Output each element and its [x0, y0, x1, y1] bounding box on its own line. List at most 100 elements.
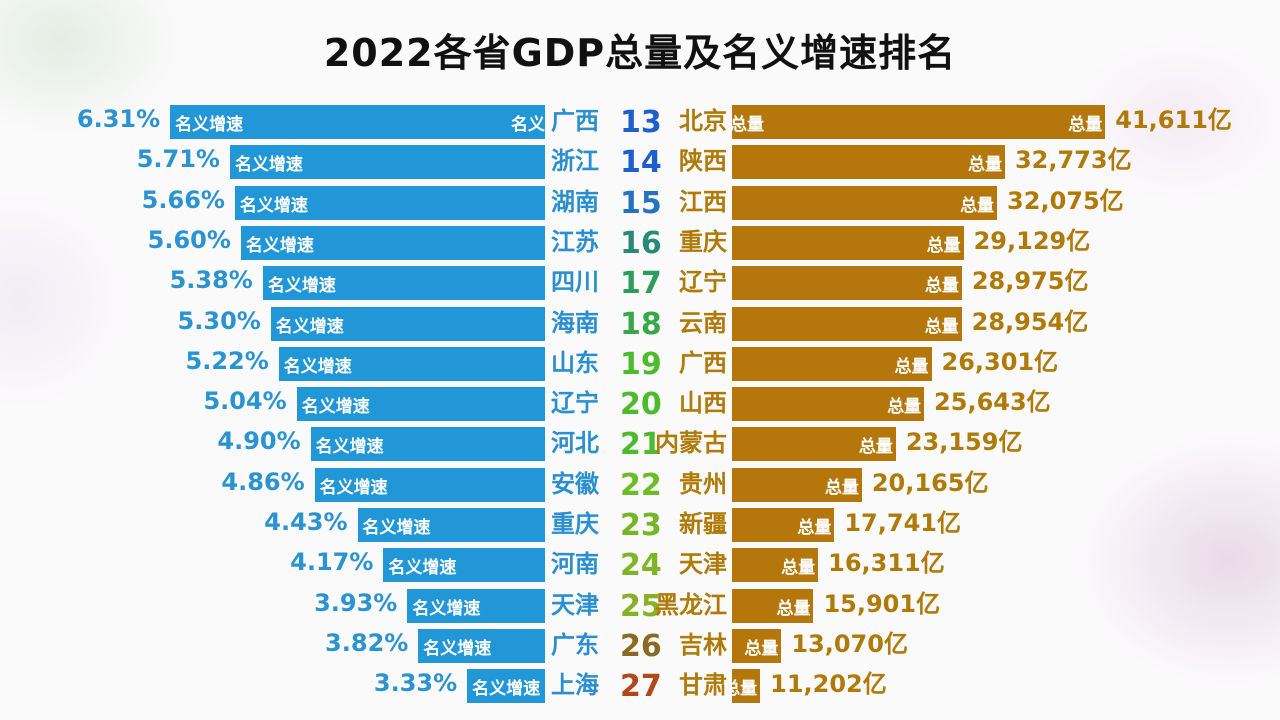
gdp-bar: [732, 346, 932, 381]
rank-label: 13: [620, 105, 662, 140]
rank-label: 25: [620, 588, 662, 624]
gdp-province-label: 广西: [679, 348, 727, 377]
gdp-value-label: 15,901亿: [823, 589, 941, 618]
gdp-value-label: 26,301亿: [941, 347, 1059, 376]
gdp-bar: [732, 588, 814, 623]
gdp-bar-label: 总量: [926, 235, 961, 256]
rank-label: 27: [620, 669, 662, 705]
rank-label: 19: [620, 346, 662, 382]
growth-bar-label: 名义增速: [234, 155, 303, 176]
gdp-bar: [732, 185, 998, 220]
growth-bar-label: 名义增速: [239, 195, 308, 216]
growth-value-label: 3.93%: [314, 588, 398, 617]
gdp-bar-label: 总量: [781, 558, 816, 579]
rank-label: 17: [620, 266, 662, 302]
gdp-province-label: 重庆: [679, 227, 727, 256]
growth-province-label: 江苏: [551, 227, 599, 256]
gdp-province-label: 天津: [679, 550, 727, 579]
growth-value-label: 5.60%: [147, 225, 231, 254]
growth-province-label: 辽宁: [551, 389, 599, 418]
gdp-value-label: 16,311亿: [828, 549, 945, 578]
growth-value-label: 5.04%: [203, 387, 287, 416]
growth-province-label: 浙江: [551, 147, 599, 176]
gdp-bar: [732, 508, 835, 542]
gdp-bar-label: 总量: [887, 397, 922, 418]
growth-bar-label: 名义增速: [283, 356, 352, 377]
growth-bar-label: 名义增速: [362, 518, 431, 538]
gdp-bar: [732, 306, 962, 341]
growth-value-label: 6.31%: [76, 105, 161, 133]
growth-value-label: 5.30%: [177, 306, 261, 335]
gdp-value-label: 28,975亿: [971, 267, 1089, 296]
growth-bar: [467, 669, 545, 704]
gdp-province-label: 黑龙江: [655, 590, 727, 619]
gdp-value-label: 41,611亿: [1115, 106, 1232, 134]
rank-label: 15: [620, 185, 662, 221]
gdp-province-label: 新疆: [679, 510, 727, 538]
gdp-value-label: 29,129亿: [973, 226, 1091, 255]
growth-bar: [170, 105, 545, 139]
gdp-bar: [732, 669, 761, 704]
gdp-bar-label: 总量: [960, 195, 995, 216]
growth-bar: [229, 145, 545, 180]
growth-province-label: 山东: [551, 348, 599, 377]
growth-bar: [407, 588, 545, 623]
growth-province-label: 四川: [551, 268, 599, 297]
gdp-bar-label: 总量: [776, 598, 811, 619]
gdp-bar: [732, 467, 862, 502]
rank-label: 21: [620, 427, 662, 463]
growth-bar: [234, 185, 545, 220]
gdp-bar-label: 总量: [744, 638, 779, 659]
growth-bar: [270, 306, 545, 341]
growth-province-label: 安徽: [551, 469, 599, 498]
gdp-province-label: 云南: [679, 308, 727, 337]
gdp-value-label: 32,075亿: [1007, 186, 1124, 215]
gdp-bar-label: 总量: [797, 518, 832, 538]
growth-bar: [383, 548, 545, 583]
rank-label: 23: [620, 508, 662, 543]
growth-province-label: 海南: [551, 308, 599, 337]
growth-value-label: 5.38%: [169, 266, 253, 295]
growth-bar: [240, 225, 545, 260]
growth-value-label: 5.71%: [136, 145, 220, 174]
growth-value-label: 4.17%: [290, 548, 374, 577]
gdp-bar-label-extra: 总量: [730, 115, 764, 135]
growth-bar: [278, 346, 545, 381]
rank-label: 26: [620, 628, 662, 664]
gdp-bar: [732, 387, 925, 422]
growth-province-label: 上海: [551, 671, 599, 700]
growth-bar-label: 名义增速: [275, 316, 344, 337]
growth-bar: [310, 427, 545, 462]
growth-value-label: 3.82%: [325, 628, 409, 657]
gdp-province-label: 陕西: [679, 147, 727, 176]
gdp-value-label: 32,773亿: [1014, 146, 1132, 175]
growth-province-label: 天津: [551, 590, 599, 619]
gdp-province-label: 贵州: [679, 469, 727, 498]
growth-value-label: 4.86%: [221, 467, 305, 496]
growth-bar-label: 名义增速: [423, 638, 492, 659]
gdp-province-label: 吉林: [679, 630, 727, 659]
gdp-bar-label: 总量: [924, 316, 959, 337]
gdp-province-label: 江西: [679, 187, 727, 216]
growth-bar: [357, 508, 545, 542]
growth-value-label: 4.90%: [217, 427, 301, 456]
gdp-bar: [732, 145, 1005, 180]
rank-label: 24: [620, 548, 662, 584]
gdp-province-label: 辽宁: [679, 268, 727, 297]
rank-label: 16: [620, 225, 662, 261]
growth-bar-label: 名义增速: [245, 235, 314, 256]
gdp-value-label: 11,202亿: [770, 670, 887, 699]
growth-bar-label: 名义增速: [301, 397, 370, 418]
gdp-bar-label: 总量: [894, 356, 929, 377]
growth-bar-label: 名义增速: [319, 477, 388, 498]
growth-province-label: 河南: [551, 550, 599, 579]
gdp-province-label: 北京: [679, 107, 727, 135]
gdp-bar: [732, 105, 1106, 139]
gdp-value-label: 20,165亿: [871, 468, 989, 497]
growth-bar-label: 名义增速: [472, 679, 541, 700]
growth-province-label: 重庆: [551, 510, 599, 538]
rank-label: 22: [620, 467, 662, 503]
growth-bar: [296, 387, 545, 422]
gdp-value-label: 23,159亿: [905, 428, 1023, 457]
gdp-value-label: 17,741亿: [844, 509, 961, 537]
